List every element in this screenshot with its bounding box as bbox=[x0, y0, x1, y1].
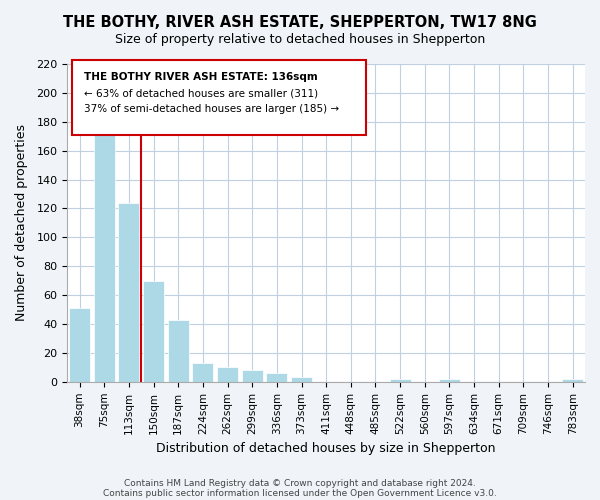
Bar bbox=[217, 368, 238, 382]
Text: Contains public sector information licensed under the Open Government Licence v3: Contains public sector information licen… bbox=[103, 488, 497, 498]
Text: 37% of semi-detached houses are larger (185) →: 37% of semi-detached houses are larger (… bbox=[84, 104, 339, 114]
Text: Contains HM Land Registry data © Crown copyright and database right 2024.: Contains HM Land Registry data © Crown c… bbox=[124, 478, 476, 488]
Bar bbox=[143, 280, 164, 382]
Text: Size of property relative to detached houses in Shepperton: Size of property relative to detached ho… bbox=[115, 32, 485, 46]
Bar bbox=[389, 379, 410, 382]
Bar bbox=[94, 134, 115, 382]
Bar bbox=[193, 363, 214, 382]
Bar bbox=[291, 378, 312, 382]
X-axis label: Distribution of detached houses by size in Shepperton: Distribution of detached houses by size … bbox=[157, 442, 496, 455]
Text: THE BOTHY, RIVER ASH ESTATE, SHEPPERTON, TW17 8NG: THE BOTHY, RIVER ASH ESTATE, SHEPPERTON,… bbox=[63, 15, 537, 30]
Text: THE BOTHY RIVER ASH ESTATE: 136sqm: THE BOTHY RIVER ASH ESTATE: 136sqm bbox=[84, 72, 318, 83]
Bar bbox=[69, 308, 90, 382]
Bar bbox=[168, 320, 189, 382]
Bar bbox=[439, 379, 460, 382]
Bar bbox=[242, 370, 263, 382]
Bar bbox=[118, 202, 139, 382]
Bar bbox=[266, 373, 287, 382]
Text: ← 63% of detached houses are smaller (311): ← 63% of detached houses are smaller (31… bbox=[84, 89, 318, 99]
Y-axis label: Number of detached properties: Number of detached properties bbox=[15, 124, 28, 322]
Bar bbox=[562, 379, 583, 382]
